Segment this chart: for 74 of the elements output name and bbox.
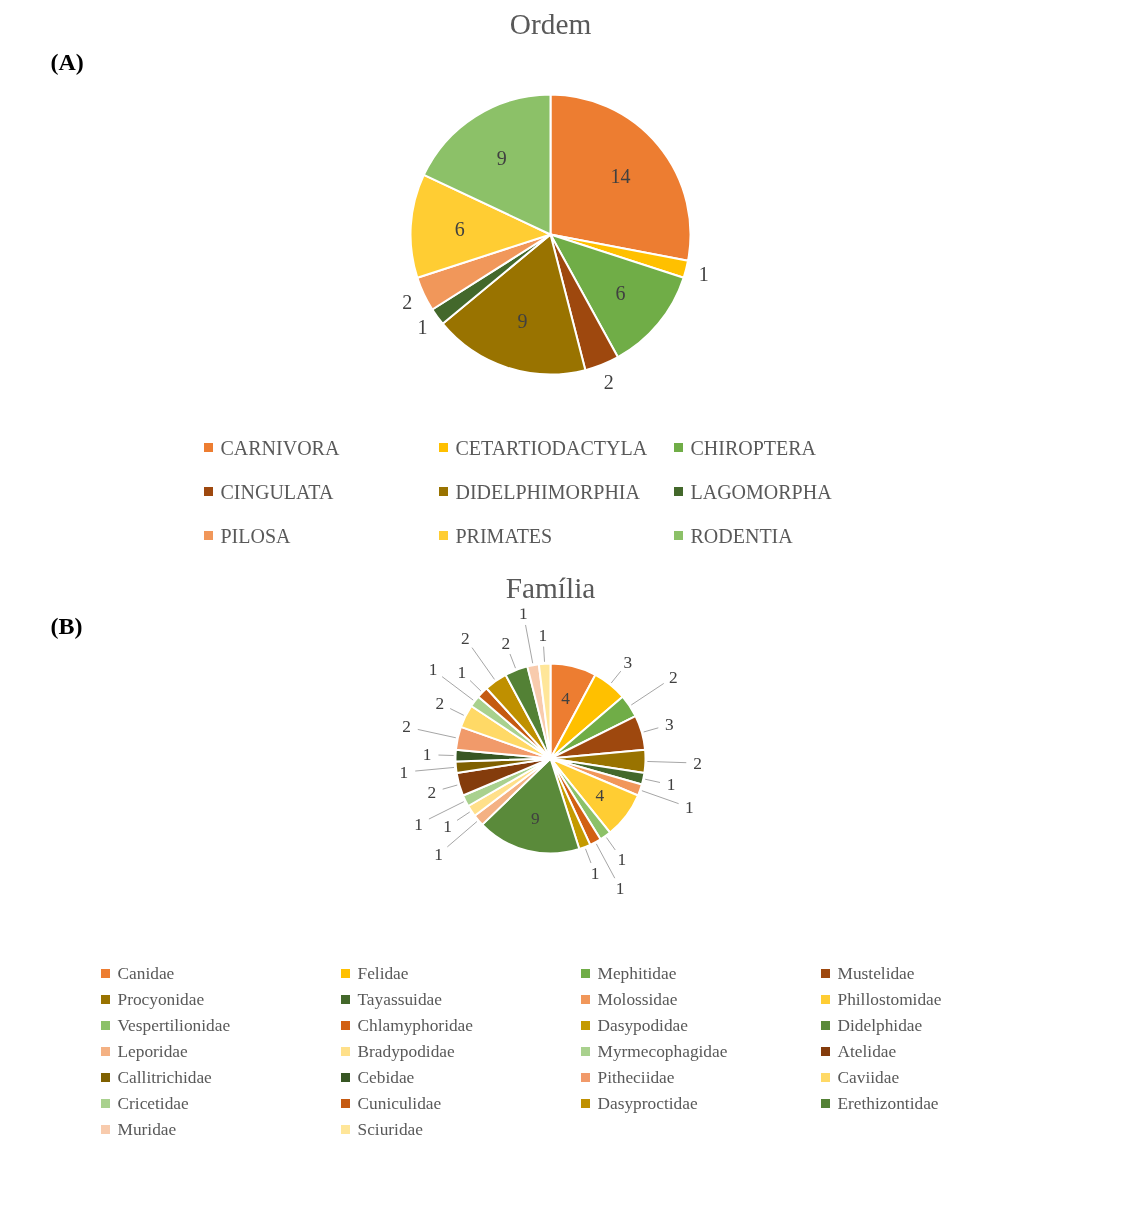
data-label: 1 (443, 817, 452, 837)
chart-title: Ordem (509, 7, 592, 40)
data-label: 3 (664, 715, 674, 735)
data-label: 4 (561, 689, 571, 709)
data-label: 9 (496, 146, 507, 169)
legend-label: LAGOMORPHA (690, 480, 833, 503)
data-label: 2 (402, 290, 413, 313)
data-label: 2 (427, 782, 437, 802)
data-label: 2 (461, 628, 470, 648)
legend-label: Canidae (117, 964, 175, 983)
legend-label: Caviidae (837, 1068, 900, 1087)
legend-label: Callitrichidae (117, 1068, 213, 1087)
legend-label: Molossidae (597, 990, 678, 1009)
legend-label: CINGULATA (220, 480, 334, 503)
data-label: 9 (531, 808, 540, 828)
data-label: 1 (519, 604, 528, 624)
legend-label: Cricetidae (117, 1094, 190, 1113)
text: (A) (50, 48, 84, 75)
data-label: 1 (428, 660, 438, 680)
data-label: 9 (517, 310, 528, 333)
data-label: 2 (435, 693, 445, 713)
legend-label: DIDELPHIMORPHIA (455, 480, 641, 503)
legend-label: Procyonidae (117, 990, 205, 1009)
data-label: 1 (666, 775, 676, 795)
legend-label: Dasypodidae (597, 1016, 689, 1035)
data-label: 2 (603, 370, 614, 393)
data-label: 6 (615, 281, 626, 304)
legend-label: Felidae (357, 964, 409, 983)
legend-label: Cuniculidae (357, 1094, 442, 1113)
chart-title: Família (505, 571, 596, 604)
data-label: 1 (685, 797, 694, 817)
data-label: 1 (698, 262, 709, 285)
legend-label: Muridae (117, 1120, 177, 1139)
legend-label: Didelphidae (837, 1016, 923, 1035)
data-label: 1 (617, 849, 627, 869)
legend-label: RODENTIA (690, 524, 794, 547)
data-label: 4 (595, 786, 605, 806)
data-label: 1 (615, 878, 625, 898)
legend-label: Tayassuidae (357, 990, 443, 1009)
legend-label: Leporidae (117, 1042, 189, 1061)
text: (B) (50, 612, 83, 639)
data-label: 1 (417, 316, 428, 339)
legend-label: Atelidae (837, 1042, 897, 1061)
legend-label: Mustelidae (837, 964, 915, 983)
legend-label: Mephitidae (597, 964, 677, 983)
data-label: 1 (399, 762, 409, 782)
legend-label: Sciuridae (357, 1120, 424, 1139)
data-label: 1 (414, 814, 424, 834)
data-label: 1 (434, 844, 444, 864)
data-label: 2 (402, 717, 411, 737)
data-label: 2 (668, 667, 678, 687)
data-label: 2 (501, 633, 511, 653)
legend-label: CETARTIODACTYLA (455, 436, 648, 459)
legend-label: Bradypodidae (357, 1042, 456, 1061)
legend-label: Myrmecophagidae (597, 1042, 728, 1061)
data-label: 14 (610, 165, 631, 188)
legend-label: PILOSA (220, 524, 292, 547)
data-label: 1 (590, 864, 600, 884)
data-label: 1 (538, 625, 548, 645)
legend-label: Pitheciidae (597, 1068, 675, 1087)
legend-label: Phillostomidae (837, 990, 942, 1009)
legend-label: Erethizontidae (837, 1094, 939, 1113)
data-label: 6 (454, 217, 465, 240)
legend-label: Cebidae (357, 1068, 415, 1087)
legend-label: Dasyproctidae (597, 1094, 698, 1113)
legend-label: CARNIVORA (220, 436, 340, 459)
legend-label: Vespertilionidae (117, 1016, 231, 1035)
data-label: 2 (693, 753, 703, 773)
data-label: 1 (422, 745, 432, 765)
data-label: 3 (623, 652, 633, 672)
legend-label: Chlamyphoridae (357, 1016, 474, 1035)
legend-label: CHIROPTERA (690, 436, 817, 459)
data-label: 1 (457, 663, 467, 683)
legend-label: PRIMATES (455, 524, 553, 547)
